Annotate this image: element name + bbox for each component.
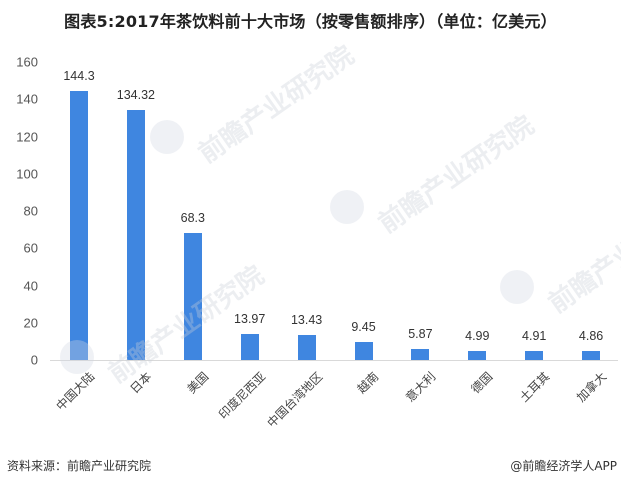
bar-value-label: 134.32 (116, 87, 155, 102)
y-tick-label: 60 (23, 240, 38, 256)
bar-4 (240, 333, 259, 360)
bar-value-label: 13.43 (290, 312, 323, 327)
x-category-label: 意大利 (403, 369, 439, 405)
chart-title: 图表5:2017年茶饮料前十大市场（按零售额排序）（单位：亿美元） (64, 12, 557, 31)
bar-value-label: 13.97 (234, 311, 266, 326)
x-category-label: 日本 (127, 369, 155, 397)
x-category-label: 印度尼西亚 (215, 369, 269, 422)
x-category-label: 土耳其 (517, 369, 553, 405)
x-axis-line (50, 360, 618, 361)
bar-6 (354, 342, 373, 360)
y-tick-label: 120 (16, 129, 38, 144)
y-tick-label: 100 (16, 166, 38, 182)
bar-1 (70, 91, 88, 360)
x-category-label: 越南 (354, 369, 382, 397)
y-tick-label: 0 (30, 352, 38, 368)
y-tick-label: 40 (23, 278, 38, 293)
bar-2 (126, 109, 145, 360)
bar-9 (525, 350, 544, 360)
credit-note: @前瞻经济学人APP (510, 459, 617, 473)
x-category-label: 德国 (468, 369, 496, 397)
y-tick-label: 160 (16, 54, 38, 70)
bar-value-label: 4.99 (465, 328, 490, 343)
y-tick-label: 80 (23, 203, 38, 219)
bar-value-label: 68.3 (180, 210, 205, 225)
source-note: 资料来源：前瞻产业研究院 (7, 459, 152, 473)
bar-5 (297, 334, 316, 360)
bar-8 (468, 350, 487, 360)
bar-value-label: 4.91 (522, 328, 547, 343)
bar-value-label: 144.3 (63, 69, 95, 84)
bar-value-label: 5.87 (408, 327, 433, 342)
x-category-label: 中国大陆 (53, 369, 98, 414)
x-category-label: 中国台湾地区 (264, 369, 325, 431)
bar-10 (582, 350, 601, 360)
bar-value-label: 4.86 (578, 328, 604, 343)
x-category-label: 加拿大 (574, 369, 610, 405)
x-category-label: 美国 (184, 369, 212, 397)
bar-value-label: 9.45 (351, 320, 376, 335)
y-tick-label: 20 (23, 315, 38, 331)
y-tick-label: 140 (16, 91, 38, 107)
bar-7 (411, 349, 430, 360)
bar-3 (183, 232, 202, 360)
